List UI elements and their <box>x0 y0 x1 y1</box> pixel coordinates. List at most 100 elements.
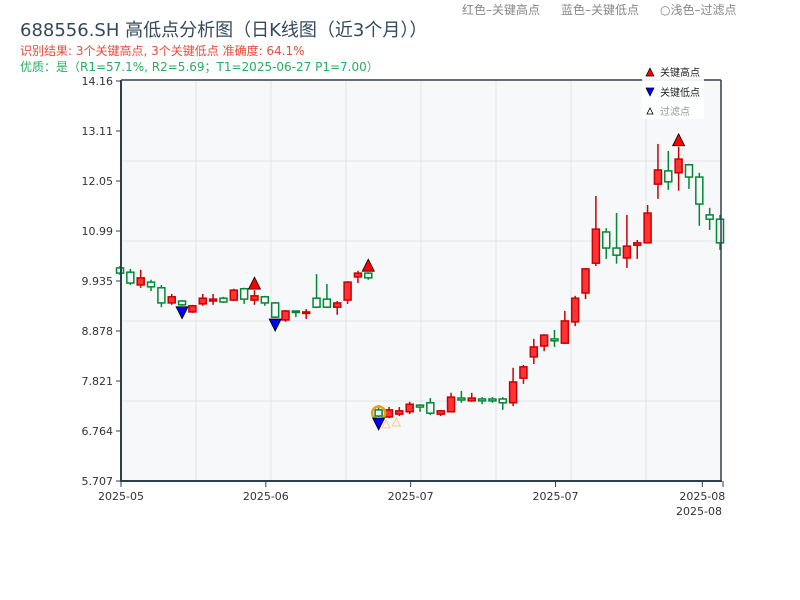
key-low-marker <box>371 417 386 431</box>
candle-body <box>508 381 518 404</box>
candle <box>250 290 259 305</box>
filtered-point-marker <box>391 416 402 427</box>
candle-body <box>488 398 497 402</box>
x-tick-label: 2025-08 <box>679 490 725 503</box>
candle <box>508 367 518 407</box>
candle-body <box>312 297 321 308</box>
candle <box>519 364 528 384</box>
key-high-legend-icon <box>645 67 655 77</box>
key-low-legend-icon <box>645 87 655 97</box>
key-high-marker <box>671 132 686 147</box>
candle-body <box>436 410 445 415</box>
candle <box>684 163 694 189</box>
y-tick-label: 9.935 <box>82 275 114 288</box>
candle <box>146 279 156 292</box>
candle <box>643 204 652 244</box>
candle-body <box>426 402 435 414</box>
candle-body <box>364 272 373 279</box>
candle-body <box>126 271 135 284</box>
candle-body <box>250 295 259 301</box>
candle-body <box>622 245 632 259</box>
candle <box>188 304 197 313</box>
candle <box>477 397 487 405</box>
candle <box>653 143 663 199</box>
y-tick-label: 8.878 <box>82 325 114 338</box>
candle-body <box>239 287 249 300</box>
y-tick-label: 12.05 <box>82 175 114 188</box>
candle <box>705 207 714 231</box>
candle-body <box>539 334 549 347</box>
candle <box>622 214 632 268</box>
candle-body <box>695 176 704 205</box>
candle <box>581 267 590 300</box>
candle <box>270 301 280 319</box>
candle-body <box>157 287 166 304</box>
x-tick-label: 2025-06 <box>243 490 289 503</box>
candle-body <box>177 300 187 306</box>
legend-red-high: 红色–关键高点 <box>462 3 541 17</box>
candle-body <box>332 302 342 308</box>
candle <box>467 392 476 402</box>
candle-body <box>188 305 197 313</box>
legend-key-high: 关键高点 <box>660 66 700 79</box>
x-tick-label: 2025-07 <box>388 490 434 503</box>
legend-blue-low: 蓝色–关键低点 <box>561 3 640 17</box>
candle-body <box>415 404 425 408</box>
candle <box>208 293 218 305</box>
candle-body <box>301 311 311 315</box>
candles <box>115 143 725 418</box>
candle <box>457 390 466 403</box>
candle <box>415 404 425 412</box>
candle-body <box>601 231 611 249</box>
candle <box>488 397 497 403</box>
candle-body <box>136 277 145 286</box>
y-axis: 14.16 13.11 12.05 10.99 9.935 8.878 7.821 6.764… <box>82 75 121 488</box>
candle-body <box>405 403 414 413</box>
candle-body <box>684 164 694 178</box>
candle <box>332 301 342 315</box>
x-tick-label: 2025-05 <box>98 490 144 503</box>
candle <box>322 284 332 309</box>
candle-body <box>281 310 290 321</box>
candle <box>560 310 570 345</box>
candle-body <box>395 410 404 415</box>
candle-body <box>384 409 394 418</box>
y-tick-label: 13.11 <box>82 125 114 138</box>
result-summary: 识别结果: 3个关键高点, 3个关键低点 准确度: 64.1% <box>20 44 305 58</box>
candle-body <box>560 320 570 344</box>
candle <box>239 287 249 304</box>
y-tick-label: 7.821 <box>82 375 114 388</box>
candle-body <box>343 281 352 301</box>
legend-key-low: 关键低点 <box>660 86 700 99</box>
y-tick-label: 10.99 <box>82 225 114 238</box>
x-axis: 2025-05 2025-06 2025-07 2025-07 2025-08 2025-… <box>98 481 725 518</box>
candle <box>405 401 414 415</box>
key-high-marker <box>247 276 262 290</box>
legend-filtered-point: 过滤点 <box>660 105 690 118</box>
y-tick-label: 6.764 <box>82 425 114 438</box>
candle-body <box>467 397 476 402</box>
candle-body <box>550 338 559 342</box>
candle-body <box>653 169 663 185</box>
candle <box>529 338 539 364</box>
candle-body <box>529 346 539 358</box>
candle-body <box>353 272 363 278</box>
candle-body <box>705 214 714 220</box>
grid <box>121 81 721 481</box>
candle <box>167 293 176 305</box>
candle <box>633 239 642 259</box>
candle <box>281 310 290 322</box>
x-tick-label: 2025-07 <box>533 490 579 503</box>
candle <box>664 151 673 190</box>
candle-body <box>374 409 383 417</box>
candle-body <box>477 398 487 402</box>
candle <box>260 295 270 306</box>
candle <box>219 296 228 303</box>
candle-body <box>643 212 652 244</box>
candle <box>695 172 704 226</box>
candle <box>353 270 363 284</box>
legend: 关键高点 关键低点 过滤点 <box>642 63 704 119</box>
key-high-marker <box>361 258 375 272</box>
candle <box>126 268 135 285</box>
